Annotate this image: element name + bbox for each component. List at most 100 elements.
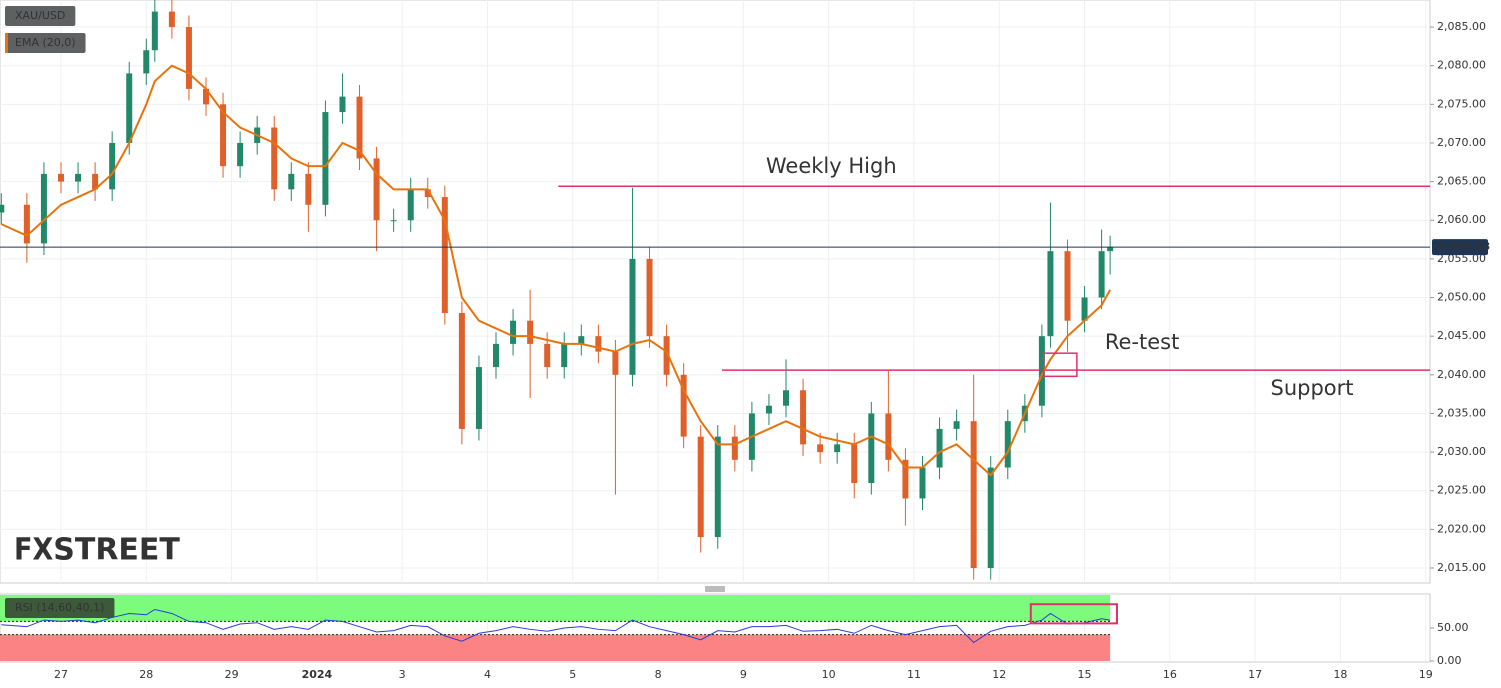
candle-body <box>143 50 150 74</box>
candle-body <box>424 189 431 198</box>
y-tick-label: 2,055.00 <box>1437 252 1486 265</box>
candle-body <box>23 204 30 244</box>
last-price-label: 2,056.53 <box>1436 240 1490 253</box>
candle-body <box>57 173 64 182</box>
x-tick-label: 9 <box>740 668 747 681</box>
candle-body <box>646 258 653 337</box>
x-tick-label: 29 <box>225 668 239 681</box>
candle-body <box>202 88 209 105</box>
candle-body <box>407 189 414 221</box>
candle-body <box>629 258 636 375</box>
ema-line <box>0 64 1112 477</box>
legend-swatch <box>5 33 8 53</box>
candle-body <box>1081 297 1088 321</box>
pane-separator <box>705 586 725 592</box>
candle-body <box>885 413 892 460</box>
y-tick-label: 2,030.00 <box>1437 445 1486 458</box>
candle-body <box>510 320 517 344</box>
retest-label: Re-test <box>1105 330 1179 354</box>
y-tick-label: 2,065.00 <box>1437 175 1486 188</box>
candle-body <box>544 343 551 368</box>
candle-body <box>680 374 687 437</box>
candle-body <box>697 436 704 538</box>
y-tick-label: 50.00 <box>1437 621 1469 634</box>
candle-body <box>92 173 99 190</box>
candle-body <box>527 320 534 344</box>
candle-body <box>109 142 116 190</box>
candle-body <box>322 112 329 205</box>
retest-box <box>1042 352 1078 378</box>
x-tick-label: 19 <box>1419 668 1433 681</box>
y-tick-label: 2,045.00 <box>1437 329 1486 342</box>
candle-body <box>373 158 380 221</box>
legend-box <box>5 598 115 618</box>
y-tick-label: 0.00 <box>1437 654 1462 667</box>
candle-body <box>834 444 841 453</box>
candle-body <box>561 343 568 368</box>
candle-body <box>271 127 278 190</box>
x-tick-label: 16 <box>1163 668 1177 681</box>
y-tick-label: 2,015.00 <box>1437 561 1486 574</box>
candle-body <box>765 405 772 414</box>
legend-box <box>5 33 86 53</box>
candle-body <box>663 336 670 375</box>
candle-body <box>851 444 858 483</box>
level-label: Support <box>1270 376 1353 400</box>
candle-body <box>1098 251 1105 298</box>
y-tick-label: 2,085.00 <box>1437 20 1486 33</box>
last-price-tag <box>1432 239 1488 256</box>
candle-body <box>578 336 585 344</box>
candle-body <box>220 104 227 167</box>
rsi-line <box>1 608 1111 644</box>
x-tick-label: 18 <box>1333 668 1347 681</box>
candle-body <box>185 27 192 89</box>
x-tick-label: 15 <box>1078 668 1092 681</box>
candle-body <box>987 467 994 569</box>
candle-body <box>1047 251 1054 337</box>
candle-body <box>919 467 926 499</box>
candle-body <box>441 197 448 313</box>
candle-body <box>902 459 909 499</box>
candle-body <box>0 204 5 213</box>
candle-body <box>953 421 960 429</box>
candle-body <box>356 96 363 159</box>
highlight-box <box>1029 603 1118 625</box>
candle-body <box>714 436 721 538</box>
candle-body <box>783 390 790 406</box>
candle-body <box>817 444 824 453</box>
candle-body <box>595 336 602 352</box>
x-tick-label: 8 <box>655 668 662 681</box>
candle-body <box>936 428 943 468</box>
candle-body <box>237 142 244 167</box>
candle-body <box>151 11 158 51</box>
candle-body <box>168 11 175 28</box>
y-tick-label: 2,025.00 <box>1437 484 1486 497</box>
candle-body <box>1064 251 1071 321</box>
x-tick-label: 5 <box>569 668 576 681</box>
legend-box <box>5 6 76 26</box>
candle-body <box>288 173 295 190</box>
y-tick-label: 2,070.00 <box>1437 136 1486 149</box>
y-tick-label: 2,020.00 <box>1437 522 1486 535</box>
candle-body <box>305 173 312 205</box>
y-tick-label: 2,060.00 <box>1437 213 1486 226</box>
candle-body <box>493 343 500 368</box>
candle-body <box>612 351 619 375</box>
y-tick-label: 2,075.00 <box>1437 97 1486 110</box>
candle-body <box>731 436 738 460</box>
y-tick-label: 2,050.00 <box>1437 291 1486 304</box>
candle-body <box>1107 247 1114 252</box>
rsi-zone <box>0 634 1111 661</box>
candle-body <box>1004 421 1011 468</box>
legend-entry: RSI (14,60,40,1) <box>15 601 104 614</box>
x-tick-label: 11 <box>907 668 921 681</box>
x-tick-label: 28 <box>139 668 153 681</box>
x-tick-label: 2024 <box>302 668 333 681</box>
candle-body <box>75 173 82 182</box>
y-tick-label: 2,035.00 <box>1437 406 1486 419</box>
candle-body <box>868 413 875 483</box>
level-label: Weekly High <box>766 154 897 178</box>
x-tick-label: 10 <box>822 668 836 681</box>
